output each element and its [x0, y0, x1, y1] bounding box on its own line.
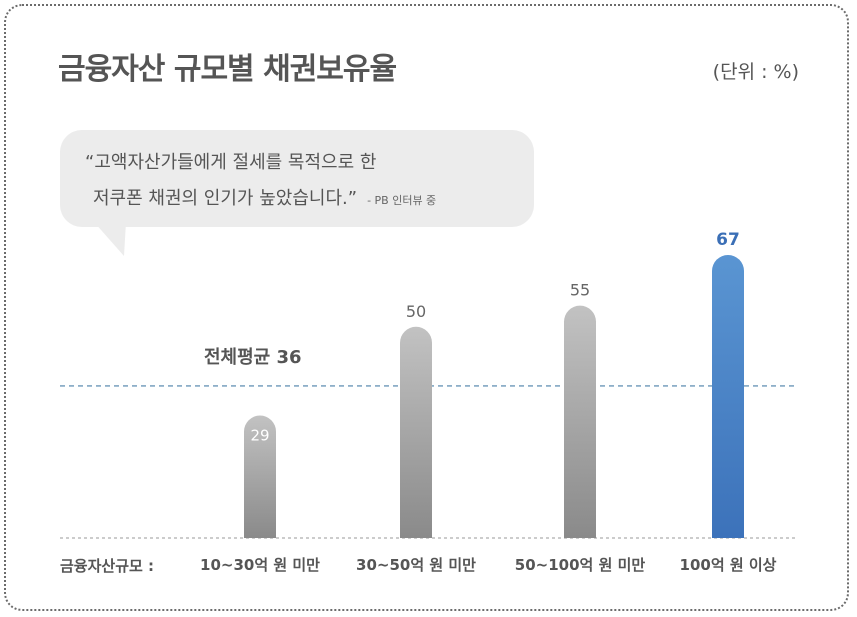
- bar-3: [712, 255, 744, 538]
- bar-value-label-1: 50: [406, 302, 426, 321]
- average-label: 전체평균 36: [204, 347, 302, 368]
- quote-bubble-tail: [94, 222, 126, 256]
- x-axis-label: 금융자산규모 :: [60, 557, 155, 575]
- category-label-2: 50~100억 원 미만: [515, 556, 646, 574]
- quote-line-2: 저쿠폰 채권의 인기가 높았습니다.” - PB 인터뷰 중: [93, 184, 436, 210]
- bar-value-label-3: 67: [716, 230, 740, 250]
- quote-source: - PB 인터뷰 중: [367, 194, 437, 207]
- bar-1: [400, 326, 432, 538]
- category-label-1: 30~50억 원 미만: [356, 556, 476, 574]
- quote-bubble: [60, 130, 534, 227]
- chart-frame: [4, 4, 849, 611]
- category-label-3: 100억 원 이상: [680, 556, 777, 574]
- bar-0: [244, 415, 276, 538]
- chart-title: 금융자산 규모별 채권보유율: [58, 52, 397, 87]
- quote-line-2-text: 저쿠폰 채권의 인기가 높았습니다.”: [93, 188, 358, 209]
- unit-label: (단위 : %): [712, 61, 799, 83]
- bar-value-label-2: 55: [570, 281, 590, 300]
- bars-group: 29 10~30억 원 미만 50 30~50억 원 미만 55 50~100억 원 미만…: [200, 230, 777, 574]
- bar-value-label-0: 29: [250, 427, 269, 445]
- bar-2: [564, 305, 596, 538]
- quote-line-1: “고액자산가들에게 절세를 목적으로 한: [85, 152, 377, 173]
- category-label-0: 10~30억 원 미만: [200, 556, 320, 574]
